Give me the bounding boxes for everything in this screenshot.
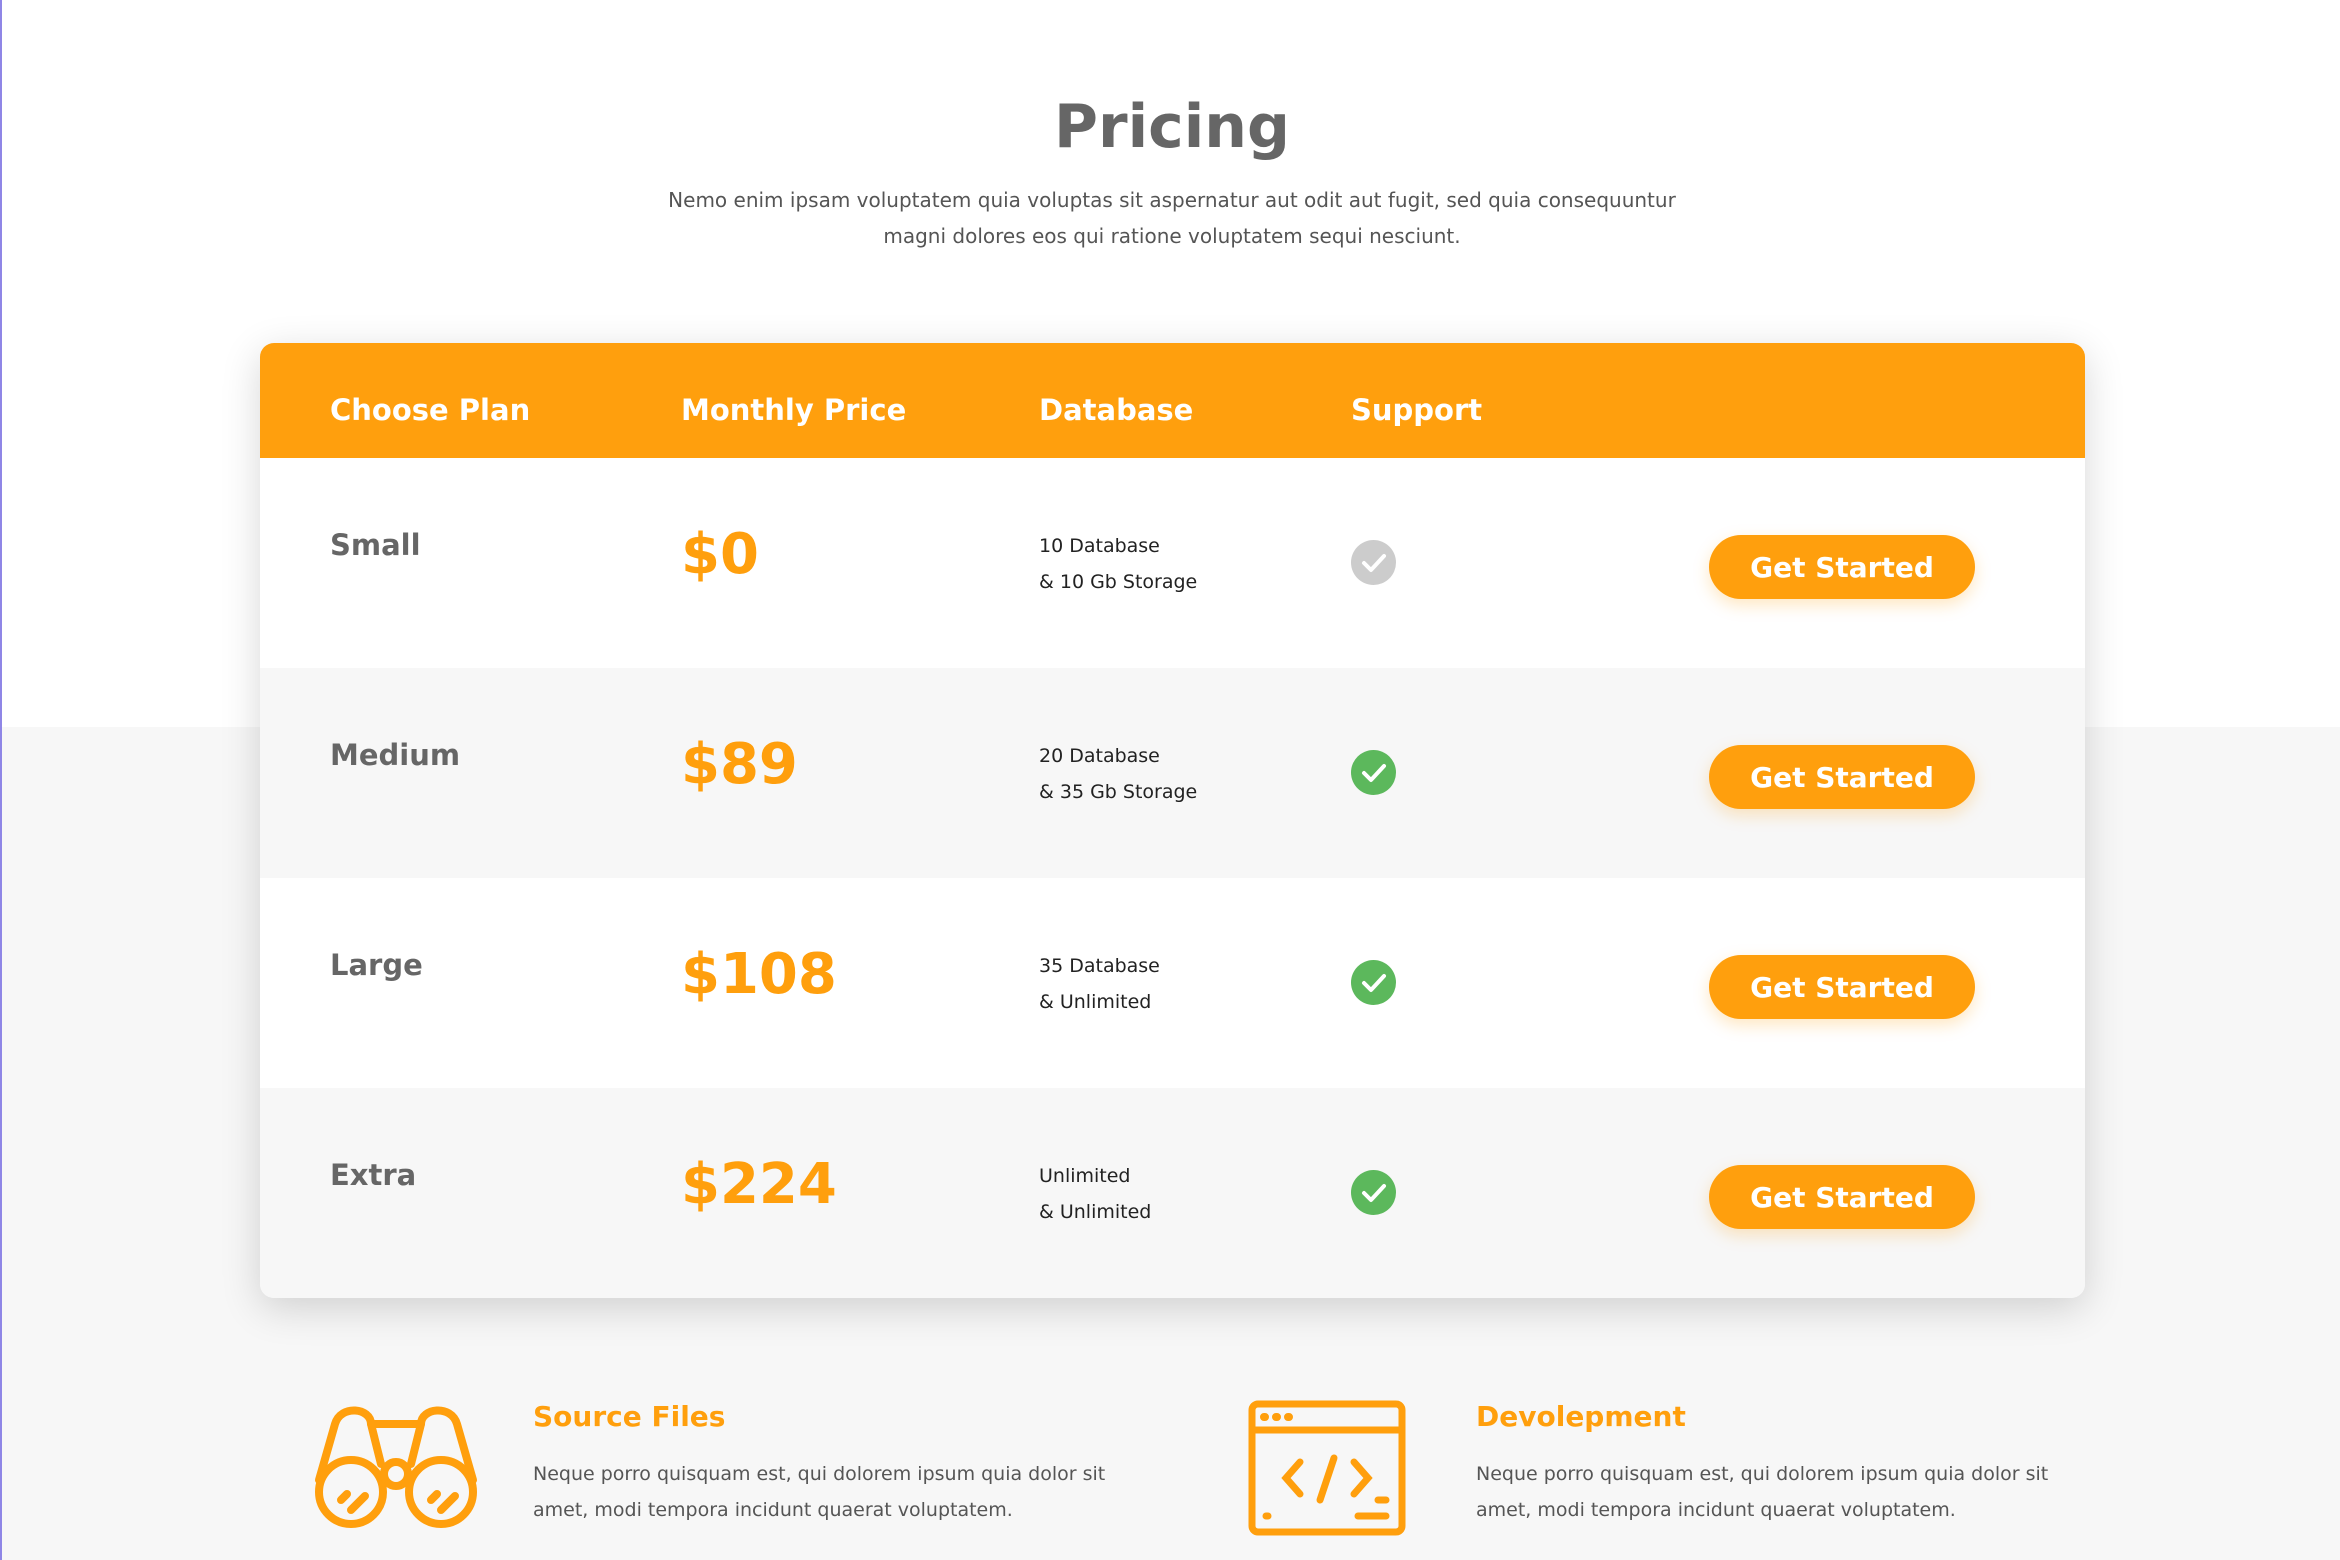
check-circle-icon [1351, 750, 1396, 795]
plan-name: Extra [330, 1158, 417, 1192]
get-started-button[interactable]: Get Started [1709, 535, 1975, 599]
plan-name: Small [330, 528, 421, 562]
plan-database: Unlimited & Unlimited [1039, 1165, 1152, 1223]
table-header: Choose Plan Monthly Price Database Suppo… [260, 343, 2085, 458]
table-row: Extra $224 Unlimited & Unlimited Get Star… [260, 1088, 2085, 1298]
code-window-icon [1248, 1400, 1406, 1536]
check-circle-icon [1351, 540, 1396, 585]
get-started-button[interactable]: Get Started [1709, 1165, 1975, 1229]
column-header-database: Database [1039, 393, 1194, 427]
table-row: Large $108 35 Database & Unlimited Get St… [260, 878, 2085, 1088]
plan-database: 20 Database & 35 Gb Storage [1039, 745, 1198, 803]
plan-database: 35 Database & Unlimited [1039, 955, 1160, 1013]
check-circle-icon [1351, 960, 1396, 1005]
feature-description: Neque porro quisquam est, qui dolorem ip… [1476, 1463, 2049, 1521]
pricing-table: Choose Plan Monthly Price Database Suppo… [260, 343, 2085, 1298]
column-header-price: Monthly Price [681, 393, 907, 427]
plan-price: $224 [681, 1152, 837, 1217]
plan-name: Large [330, 948, 423, 982]
plan-price: $108 [681, 942, 837, 1007]
feature-description: Neque porro quisquam est, qui dolorem ip… [533, 1463, 1106, 1521]
page-subtitle: Nemo enim ipsam voluptatem quia voluptas… [668, 188, 1676, 248]
get-started-button[interactable]: Get Started [1709, 955, 1975, 1019]
column-header-plan: Choose Plan [330, 393, 531, 427]
check-circle-icon [1351, 1170, 1396, 1215]
page-title: Pricing [1054, 92, 1290, 162]
column-header-support: Support [1351, 393, 1483, 427]
feature-title: Devolepment [1476, 1400, 1686, 1433]
plan-database: 10 Database & 10 Gb Storage [1039, 535, 1198, 593]
table-row: Medium $89 20 Database & 35 Gb Storage Ge… [260, 668, 2085, 878]
feature-title: Source Files [533, 1400, 726, 1433]
plan-name: Medium [330, 738, 461, 772]
binoculars-icon [315, 1406, 477, 1528]
get-started-button[interactable]: Get Started [1709, 745, 1975, 809]
plan-price: $89 [681, 732, 798, 797]
table-row: Small $0 10 Database & 10 Gb Storage Get … [260, 458, 2085, 668]
plan-price: $0 [681, 522, 759, 587]
